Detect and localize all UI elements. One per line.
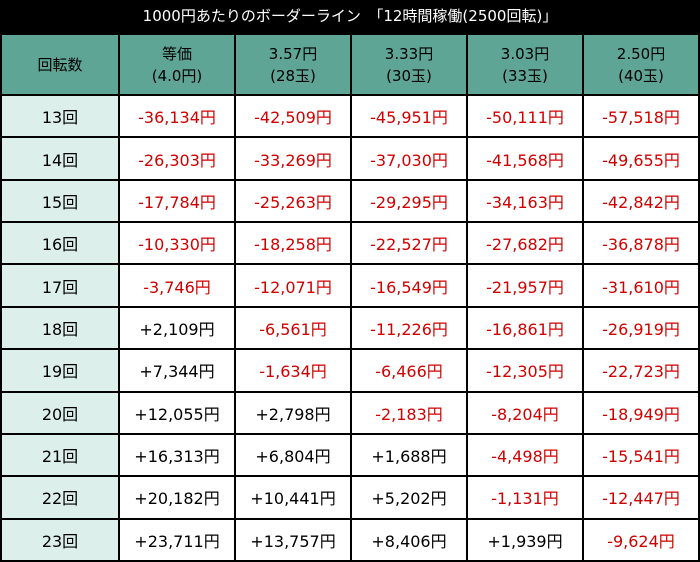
value-cell: +8,406円: [350, 517, 468, 562]
value-cell: -57,518円: [582, 93, 700, 139]
value-cell: -2,183円: [350, 390, 468, 435]
table-row: 17回 -3,746円 -12,071円 -16,549円 -21,957円 -31,61…: [0, 263, 700, 308]
value-cell: -41,568円: [466, 136, 584, 181]
value-cell: -3,746円: [118, 263, 236, 308]
value-cell: -18,949円: [582, 390, 700, 435]
value-cell: -8,204円: [466, 390, 584, 435]
value-cell: -18,258円: [234, 221, 352, 266]
value-cell: -4,498円: [466, 432, 584, 478]
value-cell: -25,263円: [234, 178, 352, 224]
value-cell: +2,798円: [234, 390, 352, 435]
value-cell: -22,723円: [582, 348, 700, 393]
row-header-cell: 19回: [0, 348, 120, 393]
value-cell: -12,071円: [234, 263, 352, 308]
value-cell: -10,330円: [118, 221, 236, 266]
value-cell: -17,784円: [118, 178, 236, 224]
value-cell: -26,919円: [582, 305, 700, 351]
header-cell: 3.03円 (33玉): [466, 33, 584, 96]
header-cell: 等価 (4.0円): [118, 33, 236, 96]
value-cell: +6,804円: [234, 432, 352, 478]
table-row: 23回 +23,711円 +13,757円 +8,406円 +1,939円 -9,624円: [0, 517, 700, 562]
value-cell: -49,655円: [582, 136, 700, 181]
header-text: (40玉): [618, 66, 664, 85]
row-header-cell: 16回: [0, 221, 120, 266]
row-header-cell: 13回: [0, 93, 120, 139]
row-header-cell: 17回: [0, 263, 120, 308]
value-cell: -36,878円: [582, 221, 700, 266]
table-row: 18回 +2,109円 -6,561円 -11,226円 -16,861円 -26,919…: [0, 305, 700, 351]
row-header-cell: 20回: [0, 390, 120, 435]
header-text: 3.33円: [384, 44, 434, 63]
value-cell: -12,447円: [582, 475, 700, 520]
value-cell: -33,269円: [234, 136, 352, 181]
value-cell: -50,111円: [466, 93, 584, 139]
value-cell: -42,509円: [234, 93, 352, 139]
value-cell: -31,610円: [582, 263, 700, 308]
value-cell: -34,163円: [466, 178, 584, 224]
value-cell: +23,711円: [118, 517, 236, 562]
row-header-cell: 21回: [0, 432, 120, 478]
value-cell: -26,303円: [118, 136, 236, 181]
table-row: 15回 -17,784円 -25,263円 -29,295円 -34,163円 -42,8…: [0, 178, 700, 224]
value-cell: -21,957円: [466, 263, 584, 308]
header-text: 回転数: [37, 55, 83, 74]
value-cell: +2,109円: [118, 305, 236, 351]
value-cell: +1,688円: [350, 432, 468, 478]
row-header-cell: 22回: [0, 475, 120, 520]
value-cell: -6,466円: [350, 348, 468, 393]
header-cell: 2.50円 (40玉): [582, 33, 700, 96]
table-row: 16回 -10,330円 -18,258円 -22,527円 -27,682円 -36,8…: [0, 221, 700, 266]
header-text: 3.57円: [268, 44, 318, 63]
row-header-cell: 14回: [0, 136, 120, 181]
value-cell: +10,441円: [234, 475, 352, 520]
value-cell: -36,134円: [118, 93, 236, 139]
value-cell: -16,861円: [466, 305, 584, 351]
table-row: 14回 -26,303円 -33,269円 -37,030円 -41,568円 -49,6…: [0, 136, 700, 181]
header-text: 3.03円: [500, 44, 550, 63]
value-cell: -29,295円: [350, 178, 468, 224]
header-text: (28玉): [270, 66, 316, 85]
header-cell: 3.57円 (28玉): [234, 33, 352, 96]
value-cell: -45,951円: [350, 93, 468, 139]
value-cell: -12,305円: [466, 348, 584, 393]
value-cell: +7,344円: [118, 348, 236, 393]
value-cell: -11,226円: [350, 305, 468, 351]
row-header-cell: 18回: [0, 305, 120, 351]
row-header-cell: 15回: [0, 178, 120, 224]
header-text: (30玉): [386, 66, 432, 85]
value-cell: -1,131円: [466, 475, 584, 520]
value-cell: -22,527円: [350, 221, 468, 266]
table-row: 22回 +20,182円 +10,441円 +5,202円 -1,131円 -12,447…: [0, 475, 700, 520]
table-row: 13回 -36,134円 -42,509円 -45,951円 -50,111円 -57,5…: [0, 93, 700, 139]
value-cell: +12,055円: [118, 390, 236, 435]
header-row: 回転数 等価 (4.0円) 3.57円 (28玉) 3.33円 (30玉) 3.03円 (33玉…: [0, 33, 700, 96]
value-cell: -1,634円: [234, 348, 352, 393]
value-cell: +13,757円: [234, 517, 352, 562]
value-cell: -27,682円: [466, 221, 584, 266]
value-cell: -6,561円: [234, 305, 352, 351]
table-row: 19回 +7,344円 -1,634円 -6,466円 -12,305円 -22,723円: [0, 348, 700, 393]
value-cell: -9,624円: [582, 517, 700, 562]
table-row: 20回 +12,055円 +2,798円 -2,183円 -8,204円 -18,949円: [0, 390, 700, 435]
value-cell: -16,549円: [350, 263, 468, 308]
header-text: (4.0円): [151, 66, 203, 85]
value-cell: +20,182円: [118, 475, 236, 520]
table-row: 21回 +16,313円 +6,804円 +1,688円 -4,498円 -15,541円: [0, 432, 700, 478]
value-cell: +5,202円: [350, 475, 468, 520]
value-cell: -37,030円: [350, 136, 468, 181]
header-cell: 3.33円 (30玉): [350, 33, 468, 96]
value-cell: -15,541円: [582, 432, 700, 478]
header-text: 等価: [161, 44, 192, 63]
header-text: 2.50円: [616, 44, 666, 63]
header-cell: 回転数: [0, 33, 120, 96]
value-cell: +16,313円: [118, 432, 236, 478]
row-header-cell: 23回: [0, 517, 120, 562]
value-cell: +1,939円: [466, 517, 584, 562]
border-table: 回転数 等価 (4.0円) 3.57円 (28玉) 3.33円 (30玉) 3.03円 (33玉…: [0, 33, 700, 562]
table-body: 13回 -36,134円 -42,509円 -45,951円 -50,111円 -57,5…: [0, 93, 700, 562]
title: 1000円あたりのボーダーライン 「12時間稼働(2500回転)」: [0, 0, 700, 33]
value-cell: -42,842円: [582, 178, 700, 224]
header-text: (33玉): [502, 66, 548, 85]
